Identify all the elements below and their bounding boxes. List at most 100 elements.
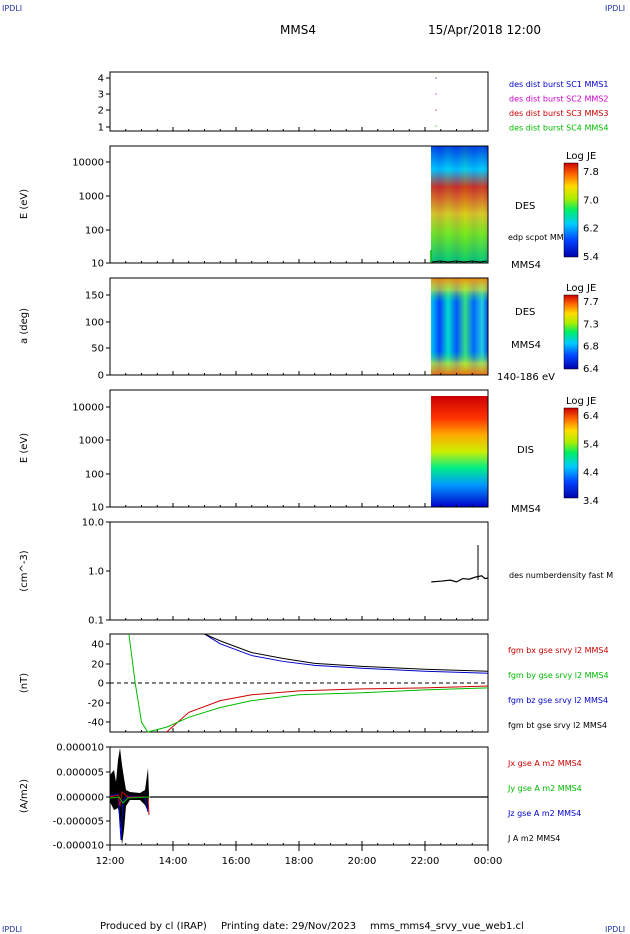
panel-bfield: (nT) -40 -20 0 20 40 fgm bx gse srvy l2 MMS4…	[19, 633, 609, 733]
dis-energy-tick-label: 10	[91, 503, 104, 514]
corner-label-bottom-left: IPDLI	[2, 925, 22, 934]
burst-mark-mms1	[435, 77, 437, 79]
bfield-bx-line	[166, 685, 489, 733]
des-pitch-tick-label: 100	[85, 318, 104, 329]
corner-label-top-right: IPDLI	[605, 4, 625, 13]
current-legend-entry: Jx gse A m2 MMS4	[507, 759, 582, 768]
burst-mark-mms2	[435, 93, 437, 95]
current-tick-label: 0.000010	[56, 743, 104, 754]
dis-energy-spectrogram	[431, 396, 488, 507]
colorbar-dis-energy-tick-label: 5.4	[583, 439, 599, 450]
dis-energy-ylabel: E (eV)	[19, 433, 30, 463]
panel-dis-energy: E (eV) DIS MMS4 10 100 1000 10000 Log JE 6.…	[19, 389, 599, 515]
colorbar-des-energy-tick-label: 6.2	[583, 224, 599, 235]
panel-burst-frame	[109, 71, 489, 132]
dis-energy-tick-label: 1000	[79, 436, 104, 447]
dis-energy-label: DIS	[517, 445, 534, 456]
dis-energy-tick-label: 10000	[72, 403, 104, 414]
colorbar-des-energy-bar	[563, 162, 579, 258]
des-pitch-edges	[431, 278, 488, 375]
panel-des-pitch: a (deg) DES MMS4 140-186 eV 0 50 100 150 Lo…	[19, 277, 599, 383]
density-legend: des numberdensity fast M	[509, 571, 613, 580]
burst-tick-label: 4	[98, 74, 104, 85]
footer-printing-date: Printing date: 29/Nov/2023	[221, 921, 356, 932]
current-traces	[109, 748, 488, 845]
time-tick-label: 22:00	[411, 856, 440, 867]
colorbar-des-pitch-bar	[563, 294, 579, 370]
des-pitch-tick-label: 50	[91, 344, 104, 355]
des-energy-ylabel: E (eV)	[19, 189, 30, 219]
panel-des-energy: E (eV) DES edp scpot MMS4 MMS4 10 100 1000…	[19, 145, 599, 271]
des-pitch-label: DES	[515, 307, 535, 318]
density-tick-label: 0.1	[88, 616, 104, 627]
des-energy-texture	[431, 146, 488, 263]
time-tick-label: 14:00	[159, 856, 188, 867]
colorbar-dis-energy-tick-label: 6.4	[583, 411, 599, 422]
colorbar-des-pitch: Log JE 7.7 7.3 6.8 6.4	[563, 283, 599, 375]
des-energy-tick-label: 1000	[79, 192, 104, 203]
corner-label-bottom-right: IPDLI	[605, 925, 625, 934]
burst-legend-entry: des dist burst SC2 MMS2	[509, 95, 608, 104]
time-tick-label: 18:00	[285, 856, 314, 867]
footer-filename: mms_mms4_srvy_vue_web1.cl	[370, 921, 524, 932]
des-energy-tick-label: 10	[91, 259, 104, 270]
dis-energy-tick-label: 100	[85, 470, 104, 481]
current-legend-entry: Jy gse A m2 MMS4	[507, 784, 582, 793]
colorbar-des-energy-tick-label: 5.4	[583, 252, 599, 263]
current-ylabel: (A/m2)	[19, 779, 30, 813]
bfield-legend-entry: fgm bt gse srvy l2 MMS4	[508, 721, 607, 730]
density-tick-label: 10.0	[82, 518, 104, 529]
colorbar-des-energy-tick-label: 7.8	[583, 167, 599, 178]
current-jy-trace	[109, 796, 151, 804]
current-tick-label: -0.000005	[53, 817, 104, 828]
panel-current: (A/m2) -0.000010 -0.000005 0.000000 0.00000…	[19, 743, 582, 852]
colorbar-dis-energy-tick-label: 3.4	[583, 496, 599, 507]
edp-scpot-trace	[431, 260, 488, 263]
panel-burst: 1 2 3 4 des dist burst SC1 MMS1 des dist bur…	[98, 71, 608, 134]
des-energy-label: DES	[515, 201, 535, 212]
footer-produced-by: Produced by cl (IRAP)	[100, 921, 207, 932]
des-energy-tick-label: 100	[85, 226, 104, 237]
des-pitch-energy: 140-186 eV	[497, 372, 555, 383]
colorbar-des-pitch-tick-label: 7.3	[583, 319, 599, 330]
current-tick-label: 0.000005	[56, 768, 104, 779]
colorbar-dis-energy-bar	[563, 407, 579, 499]
bfield-tick-label: -40	[88, 718, 104, 729]
current-legend-entry: J A m2 MMS4	[507, 834, 560, 843]
burst-legend-entry: des dist burst SC4 MMS4	[509, 124, 608, 133]
bfield-by-line	[128, 633, 489, 733]
bfield-tick-label: 20	[91, 660, 104, 671]
panel-current-frame	[109, 746, 489, 846]
colorbar-des-pitch-tick-label: 6.4	[583, 364, 599, 375]
des-energy-sublabel: MMS4	[511, 260, 541, 271]
colorbar-dis-energy: Log JE 6.4 5.4 4.4 3.4	[563, 396, 599, 507]
density-tick-label: 1.0	[88, 567, 104, 578]
bfield-tick-label: -20	[88, 699, 104, 710]
bfield-bt-line	[204, 633, 489, 672]
time-tick-label: 16:00	[222, 856, 251, 867]
colorbar-des-energy-title: Log JE	[566, 151, 596, 162]
burst-mark-mms3	[435, 109, 437, 111]
current-tick-label: -0.000010	[53, 841, 104, 852]
current-tick-label: 0.000000	[56, 793, 104, 804]
density-line	[431, 575, 489, 583]
time-tick-label: 00:00	[474, 856, 503, 867]
des-pitch-tick-label: 150	[85, 291, 104, 302]
corner-label-top-left: IPDLI	[2, 4, 22, 13]
burst-tick-label: 3	[98, 90, 104, 101]
current-legend-entry: Jz gse A m2 MMS4	[507, 809, 581, 818]
time-tick-label: 20:00	[348, 856, 377, 867]
edp-scpot-label: edp scpot MMS4	[508, 233, 574, 242]
density-ylabel: (cm^-3)	[19, 550, 30, 591]
burst-tick-label: 2	[98, 106, 104, 117]
colorbar-des-energy-tick-label: 7.0	[583, 195, 599, 206]
time-axis: 12:00 14:00 16:00 18:00 20:00 22:00 00:00	[96, 127, 503, 867]
header-spacecraft: MMS4	[280, 23, 316, 37]
burst-mark-mms4	[435, 125, 437, 127]
panel-density-frame	[109, 521, 489, 621]
colorbar-dis-energy-tick-label: 4.4	[583, 468, 599, 479]
des-energy-tick-label: 10000	[72, 158, 104, 169]
des-pitch-ylabel: a (deg)	[19, 308, 30, 344]
colorbar-des-pitch-title: Log JE	[566, 283, 596, 294]
